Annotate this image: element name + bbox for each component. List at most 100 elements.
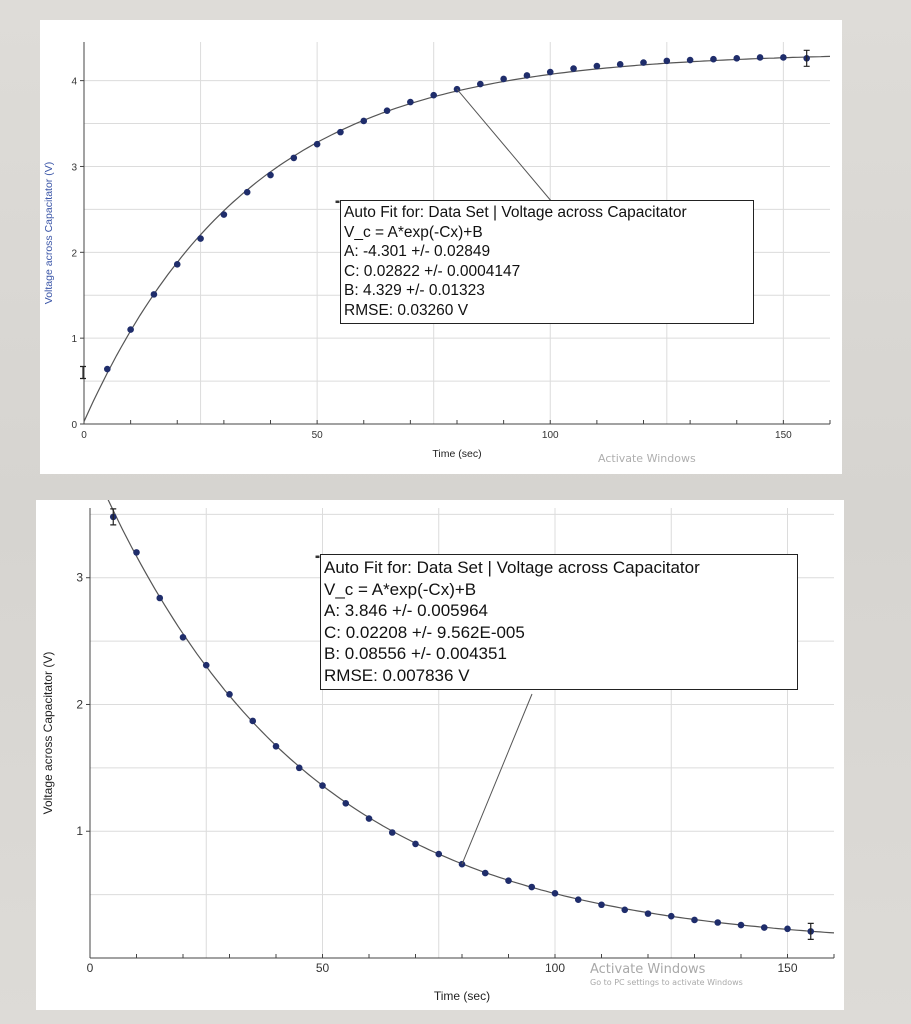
data-point	[570, 65, 577, 72]
data-point	[430, 91, 437, 99]
activate-windows-watermark-bottom: Activate Windows Go to PC settings to ac…	[590, 962, 743, 987]
data-point	[156, 594, 164, 602]
data-point	[667, 912, 675, 920]
y-axis-label: Voltage across Capacitator (V)	[43, 162, 55, 304]
y-tick-label: 2	[71, 248, 77, 259]
data-point	[621, 906, 629, 914]
data-point	[412, 840, 419, 848]
fit-box-param-b: B: 4.329 +/- 0.01323	[344, 282, 485, 299]
y-tick-label: 1	[71, 334, 77, 345]
data-point	[360, 117, 368, 125]
data-point	[710, 55, 717, 63]
drag-handle-icon[interactable]: ▪▪	[335, 197, 340, 208]
fit-box-discharging[interactable]: ▪▪ Auto Fit for: Data Set | Voltage acro…	[315, 552, 798, 690]
data-point	[127, 326, 134, 333]
data-point	[737, 921, 745, 929]
data-point	[337, 128, 344, 136]
data-point	[365, 815, 373, 822]
data-point	[80, 365, 86, 380]
data-point	[733, 55, 741, 62]
data-point	[407, 98, 414, 106]
fit-box-title: Auto Fit for: Data Set | Voltage across …	[324, 558, 700, 577]
x-axis-label: Time (sec)	[432, 448, 481, 460]
data-point	[104, 365, 111, 373]
y-tick-label: 3	[76, 571, 83, 585]
y-axis-label: Voltage across Capacitator (V)	[41, 652, 55, 815]
x-axis-label: Time (sec)	[434, 989, 490, 1003]
fit-curve	[107, 500, 835, 934]
data-point	[342, 800, 350, 807]
x-tick-label: 100	[545, 961, 565, 975]
data-point	[593, 62, 601, 70]
data-point	[249, 717, 257, 725]
fit-box-param-c: C: 0.02822 +/- 0.0004147	[344, 262, 521, 280]
charging-chart: 0 50 100 150 0 1 2 3 4 Time (sec) Voltage across C…	[43, 42, 831, 460]
data-point	[663, 57, 671, 65]
data-point	[551, 890, 559, 897]
fit-box-param-a: A: -4.301 +/- 0.02849	[344, 243, 491, 260]
fit-box-equation: V_c = A*exp(-Cx)+B	[324, 579, 477, 599]
fit-box-charging[interactable]: ▪▪ Auto Fit for: Data Set | Voltage acro…	[335, 197, 754, 324]
x-tick-label: 0	[87, 961, 94, 975]
annotation-leader-line	[456, 88, 553, 203]
error-bar	[807, 922, 814, 940]
data-point	[574, 896, 582, 903]
x-tick-label: 50	[316, 961, 330, 975]
data-point	[500, 75, 507, 83]
error-bar	[110, 508, 117, 526]
annotation-leader-line	[461, 693, 533, 865]
data-point	[173, 261, 181, 268]
data-point	[686, 56, 694, 64]
fit-box-rmse: RMSE: 0.03260 V	[344, 301, 469, 319]
data-point	[644, 910, 652, 917]
data-point	[523, 72, 531, 79]
data-point	[691, 916, 698, 924]
fit-box-param-a: A: 3.846 +/- 0.005964	[324, 601, 488, 620]
x-tick-label: 50	[312, 430, 324, 441]
data-point	[133, 549, 140, 556]
activate-windows-watermark: Activate Windows	[598, 452, 696, 465]
y-tick-label: 3	[71, 162, 77, 173]
data-point	[150, 291, 158, 298]
x-tick-label: 0	[81, 430, 87, 441]
data-point	[640, 59, 647, 66]
x-tick-label: 150	[775, 430, 792, 441]
drag-handle-icon[interactable]: ▪▪	[315, 552, 320, 563]
y-tick-label: 2	[76, 697, 83, 711]
data-point	[481, 869, 489, 877]
data-point	[435, 850, 443, 858]
data-point	[226, 691, 233, 698]
data-point	[388, 829, 396, 836]
data-point	[714, 919, 722, 926]
data-point	[383, 107, 391, 114]
y-tick-label: 4	[71, 77, 77, 88]
data-point	[267, 171, 274, 179]
fit-box-equation: V_c = A*exp(-Cx)+B	[344, 223, 483, 241]
data-point	[202, 661, 210, 669]
data-point	[616, 61, 624, 68]
data-point	[319, 782, 326, 789]
data-point	[756, 54, 764, 61]
data-point	[546, 68, 554, 76]
data-point	[458, 860, 466, 868]
data-point	[243, 188, 251, 196]
y-tick-label: 1	[76, 824, 83, 838]
data-point	[477, 80, 484, 88]
data-point	[784, 925, 791, 933]
data-point	[780, 54, 787, 61]
x-tick-label: 150	[777, 961, 797, 975]
data-point	[197, 235, 204, 242]
data-point	[272, 743, 280, 750]
x-tick-label: 100	[542, 430, 559, 441]
fit-box-param-c: C: 0.02208 +/- 9.562E-005	[324, 622, 525, 642]
data-point	[760, 924, 768, 931]
data-point	[505, 877, 512, 884]
data-point	[598, 901, 605, 909]
fit-box-title: Auto Fit for: Data Set | Voltage across …	[344, 204, 687, 221]
error-bar	[803, 49, 810, 67]
data-point	[290, 154, 298, 162]
fit-box-param-b: B: 0.08556 +/- 0.004351	[324, 644, 507, 663]
data-point	[528, 883, 536, 891]
data-point	[220, 211, 228, 218]
data-point	[179, 633, 187, 641]
